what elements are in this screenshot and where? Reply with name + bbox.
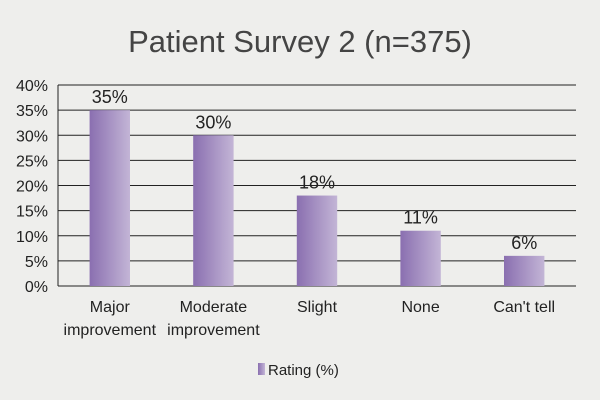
y-tick-label: 35% — [16, 103, 48, 120]
y-tick-label: 10% — [16, 229, 48, 246]
bars — [89, 110, 545, 286]
legend: Rating (%) — [258, 362, 339, 379]
y-tick-label: 5% — [25, 254, 48, 271]
data-labels: 35% 30% 18% 11% 6% — [92, 87, 537, 253]
y-tick-label: 25% — [16, 153, 48, 170]
data-label: 18% — [299, 173, 335, 193]
bar — [503, 255, 545, 286]
x-tick-label: Moderate improvement — [167, 299, 260, 339]
data-label: 30% — [195, 112, 231, 132]
y-axis-ticks: 0% 5% 10% 15% 20% 25% 30% 35% 40% — [16, 78, 48, 296]
y-tick-label: 15% — [16, 204, 48, 221]
x-tick-label: None — [401, 299, 439, 316]
legend-label: Rating (%) — [268, 362, 339, 379]
x-tick-label: Can't tell — [493, 299, 555, 316]
data-label: 35% — [92, 87, 128, 107]
y-tick-label: 40% — [16, 78, 48, 95]
data-label: 11% — [403, 208, 438, 228]
chart-title: Patient Survey 2 (n=375) — [128, 24, 472, 59]
gridlines — [57, 84, 576, 287]
legend-swatch — [258, 363, 265, 375]
data-label: 6% — [511, 233, 537, 253]
bar — [296, 195, 338, 286]
bar — [89, 110, 131, 286]
y-tick-label: 20% — [16, 179, 48, 196]
bar — [400, 230, 441, 286]
x-tick-label: Slight — [297, 299, 338, 316]
x-tick-label: Major improvement — [64, 299, 157, 339]
y-tick-label: 0% — [25, 279, 48, 296]
y-tick-label: 30% — [16, 128, 48, 145]
bar — [193, 135, 234, 286]
